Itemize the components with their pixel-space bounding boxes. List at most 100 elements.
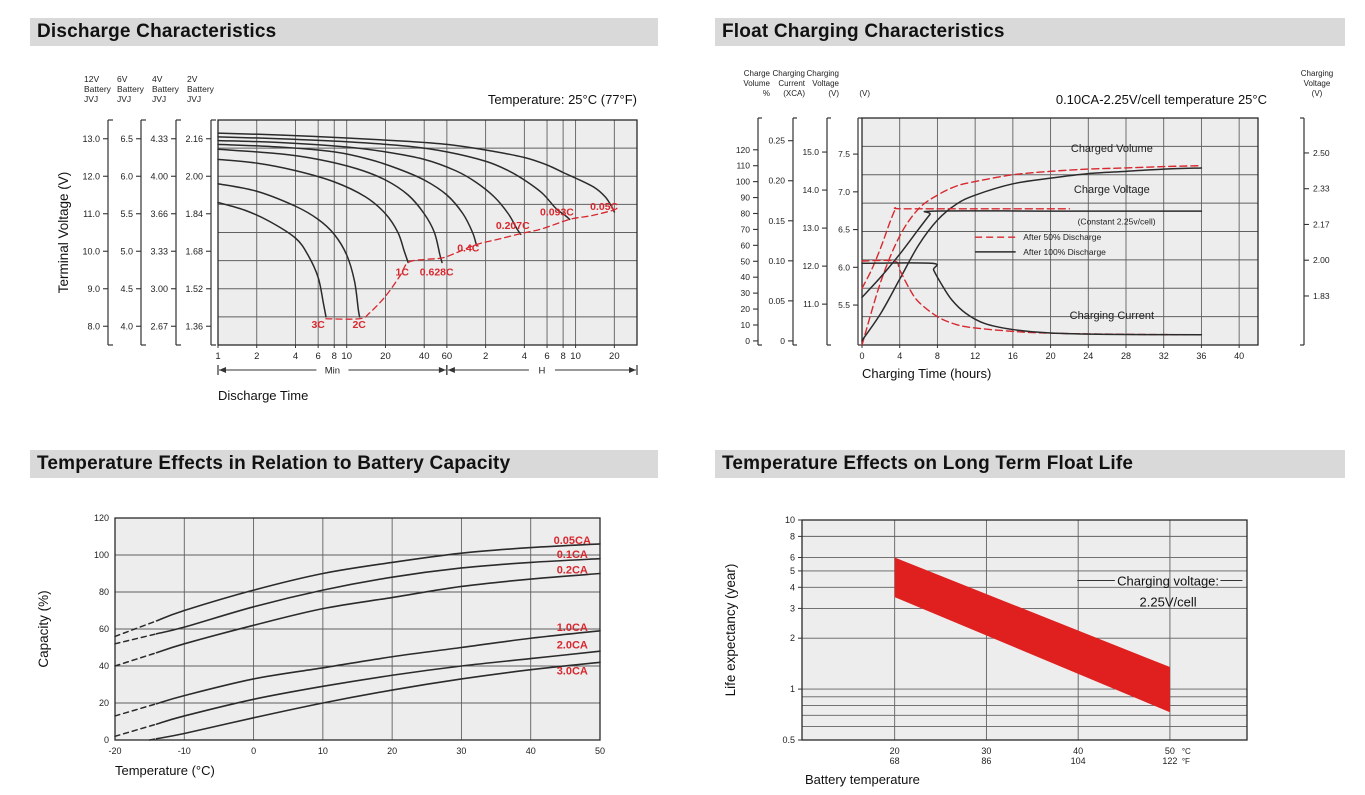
svg-text:2.0CA: 2.0CA	[557, 640, 588, 652]
svg-text:Discharge Time: Discharge Time	[218, 388, 308, 403]
svg-text:40: 40	[741, 272, 751, 282]
svg-text:100: 100	[736, 177, 750, 187]
svg-text:2.17: 2.17	[1313, 219, 1330, 229]
svg-text:70: 70	[741, 224, 751, 234]
svg-text:14.0: 14.0	[802, 185, 819, 195]
temp-capacity-title-bar: Temperature Effects in Relation to Batte…	[30, 450, 658, 478]
svg-text:16: 16	[1008, 351, 1018, 361]
discharge-section: Discharge Characteristics 12V Battery JVJ 1…	[30, 18, 658, 405]
svg-text:2: 2	[254, 351, 259, 362]
svg-text:15.0: 15.0	[802, 147, 819, 157]
svg-text:Current: Current	[778, 79, 805, 88]
svg-text:6.0: 6.0	[838, 262, 850, 272]
svg-text:10: 10	[785, 515, 795, 525]
svg-text:6.5: 6.5	[838, 225, 850, 235]
svg-text:JVJ: JVJ	[84, 94, 98, 104]
svg-text:2.00: 2.00	[1313, 255, 1330, 265]
discharge-title-bar: Discharge Characteristics	[30, 18, 658, 46]
life-expectancy-band	[894, 557, 1170, 713]
svg-text:Life expectancy (year): Life expectancy (year)	[723, 564, 738, 697]
svg-text:2.00: 2.00	[185, 171, 203, 181]
svg-text:0: 0	[745, 336, 750, 346]
svg-text:Temperature: 25°C (77°F): Temperature: 25°C (77°F)	[488, 92, 637, 107]
svg-text:4.00: 4.00	[150, 171, 168, 181]
svg-text:0.10CA-2.25V/cell temperature: 0.10CA-2.25V/cell temperature 25°C	[1056, 92, 1267, 107]
svg-text:2.67: 2.67	[150, 321, 168, 331]
svg-text:3.0CA: 3.0CA	[557, 666, 588, 678]
svg-text:30: 30	[981, 746, 991, 756]
svg-text:Charging: Charging	[807, 69, 839, 78]
svg-text:(XCA): (XCA)	[783, 89, 805, 98]
svg-text:0.5: 0.5	[782, 735, 795, 745]
svg-text:Charging Time (hours): Charging Time (hours)	[862, 366, 991, 381]
svg-text:8: 8	[790, 531, 795, 541]
float-charging-title: Float Charging Characteristics	[722, 21, 1005, 42]
svg-text:8: 8	[332, 351, 337, 362]
svg-text:8.0: 8.0	[87, 321, 100, 331]
svg-text:4: 4	[790, 582, 795, 592]
svg-text:2.33: 2.33	[1313, 184, 1330, 194]
svg-text:20: 20	[380, 351, 391, 362]
svg-text:90: 90	[741, 193, 751, 203]
svg-text:0: 0	[251, 746, 256, 756]
svg-text:0.15: 0.15	[768, 216, 785, 226]
svg-text:10.0: 10.0	[82, 246, 100, 256]
svg-text:60: 60	[741, 240, 751, 250]
svg-text:50: 50	[741, 256, 751, 266]
svg-text:32: 32	[1159, 351, 1169, 361]
float-x-axis: 0 4 8 12 16 20 24 28 32 36 40	[859, 345, 1244, 361]
svg-text:0.25: 0.25	[768, 136, 785, 146]
svg-text:3.66: 3.66	[150, 209, 168, 219]
svg-text:20: 20	[99, 698, 109, 708]
svg-text:Charging voltage:: Charging voltage:	[1117, 573, 1219, 588]
svg-text:1.84: 1.84	[185, 209, 203, 219]
svg-text:0.20: 0.20	[768, 176, 785, 186]
svg-text:0.05C: 0.05C	[590, 201, 618, 213]
svg-text:40: 40	[99, 661, 109, 671]
svg-text:6: 6	[544, 351, 549, 362]
life-plot: 10 8 6 5 4 3 2 1 0.5 Charging voltage: 2.25V/cell	[782, 515, 1248, 745]
svg-text:8: 8	[560, 351, 565, 362]
svg-text:1.68: 1.68	[185, 246, 203, 256]
svg-text:4V: 4V	[152, 74, 163, 84]
float-charging-chart: ChargeVolume%120110100908070605040302010…	[736, 69, 1333, 381]
svg-text:Charged Volume: Charged Volume	[1071, 143, 1153, 155]
svg-text:6: 6	[316, 351, 321, 362]
svg-text:11.0: 11.0	[803, 299, 819, 309]
temp-capacity-title: Temperature Effects in Relation to Batte…	[37, 453, 511, 474]
svg-text:0: 0	[104, 735, 109, 745]
capacity-plot: 0 20 40 60 80 100 120 -20 -10 0 10 20 30 40 50	[94, 513, 605, 756]
discharge-curves: 3C 2C 1C 0.628C 0.4C 0.207C 0.093C 0.05C	[217, 132, 619, 331]
svg-text:50: 50	[595, 746, 605, 756]
svg-text:Voltage: Voltage	[812, 79, 839, 88]
svg-text:20: 20	[1046, 351, 1056, 361]
svg-text:40: 40	[419, 351, 430, 362]
svg-text:2.50: 2.50	[1313, 148, 1330, 158]
svg-text:20: 20	[387, 746, 397, 756]
svg-text:6V: 6V	[117, 74, 128, 84]
svg-text:7.5: 7.5	[838, 149, 850, 159]
temp-capacity-section: Temperature Effects in Relation to Batte…	[30, 450, 658, 795]
svg-text:13.0: 13.0	[802, 223, 819, 233]
svg-text:10: 10	[318, 746, 328, 756]
svg-text:1: 1	[215, 351, 220, 362]
svg-text:H: H	[538, 366, 545, 377]
svg-text:Charging: Charging	[1301, 69, 1333, 78]
svg-text:Battery: Battery	[84, 84, 112, 94]
svg-text:60: 60	[442, 351, 453, 362]
discharge-chart: 12VBatteryJVJ13.012.011.010.09.08.06VBat…	[56, 74, 638, 403]
svg-text:11.0: 11.0	[83, 209, 100, 219]
svg-text:110: 110	[736, 161, 750, 171]
svg-text:5.0: 5.0	[120, 246, 133, 256]
svg-text:0.2CA: 0.2CA	[557, 565, 588, 577]
svg-text:1.0CA: 1.0CA	[557, 622, 588, 634]
svg-text:0.093C: 0.093C	[540, 207, 574, 219]
svg-text:100: 100	[94, 550, 109, 560]
float-scale-bars: ChargeVolume%120110100908070605040302010…	[736, 69, 1333, 346]
svg-text:8: 8	[935, 351, 940, 361]
svg-text:122: 122	[1162, 756, 1177, 766]
svg-text:60: 60	[99, 624, 109, 634]
svg-text:Temperature (°C): Temperature (°C)	[115, 763, 215, 778]
svg-text:20: 20	[609, 351, 620, 362]
